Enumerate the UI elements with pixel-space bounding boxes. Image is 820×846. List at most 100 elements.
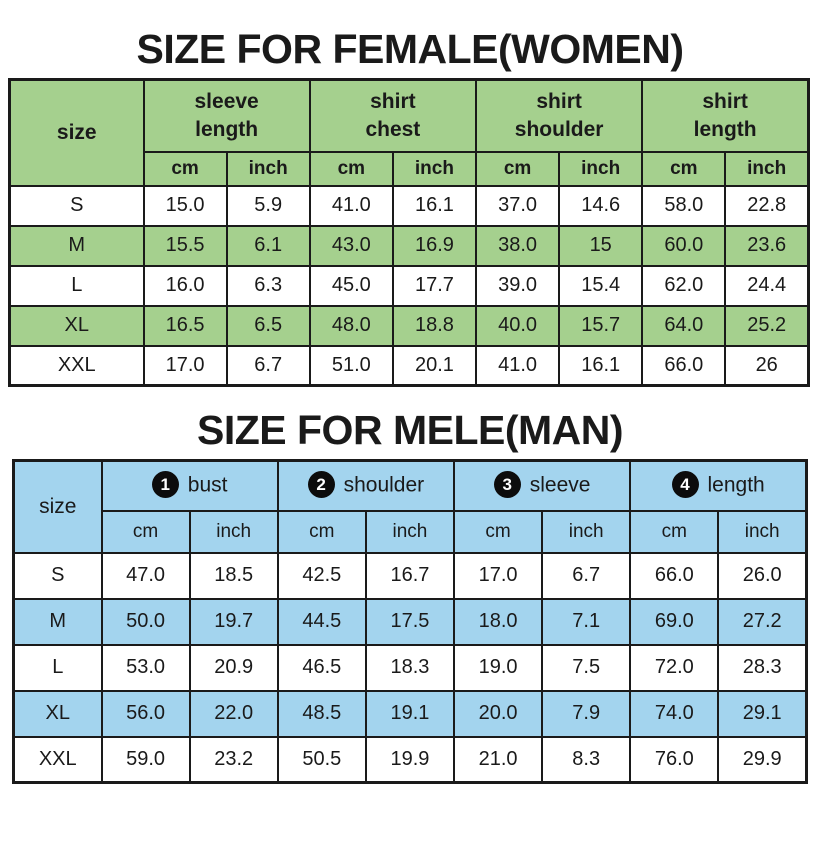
value-cell: 5.9 — [225, 184, 311, 227]
value-cell: 19.7 — [188, 597, 279, 646]
value-cell: 20.9 — [188, 643, 279, 692]
female-group-header-sleeve-length: sleeve length — [142, 78, 311, 153]
value-cell: 18.5 — [188, 551, 279, 600]
value-cell: 50.0 — [100, 597, 191, 646]
female-group-header-shirt-shoulder: shirt shoulder — [474, 78, 644, 153]
value-cell: 26.0 — [717, 551, 808, 600]
value-cell: 22.0 — [188, 689, 279, 738]
female-size-table: size sleeve length shirt chest shirt sho… — [8, 78, 810, 387]
value-cell: 74.0 — [629, 689, 720, 738]
group-label: bust — [187, 473, 228, 497]
group-label: sleeve — [529, 473, 591, 497]
value-cell: 28.3 — [717, 643, 808, 692]
value-cell: 58.0 — [641, 184, 727, 227]
female-group-header-shirt-length: shirt length — [641, 78, 810, 153]
value-cell: 15 — [558, 224, 644, 267]
value-cell: 20.1 — [391, 344, 478, 387]
female-header-row: size sleeve length shirt chest shirt sho… — [8, 78, 810, 187]
number-3-badge-icon: 3 — [493, 471, 521, 499]
table-row: L 16.0 6.3 45.0 17.7 39.0 15.4 62.0 24.4 — [8, 264, 810, 307]
value-cell: 37.0 — [474, 184, 561, 227]
value-cell: 16.1 — [391, 184, 478, 227]
value-cell: 46.5 — [276, 643, 367, 692]
value-cell: 6.1 — [225, 224, 311, 267]
male-group-header-bust: 1 bust — [100, 459, 279, 512]
size-cell: XL — [8, 304, 145, 347]
unit-header: inch — [558, 150, 644, 187]
value-cell: 21.0 — [452, 735, 544, 784]
value-cell: 20.0 — [452, 689, 544, 738]
male-table-title: SIZE FOR MELE(MAN) — [196, 407, 624, 453]
value-cell: 7.9 — [541, 689, 632, 738]
value-cell: 7.5 — [541, 643, 632, 692]
male-unit-row: cm inch cm inch cm inch cm inch — [14, 509, 808, 554]
size-cell: XXL — [12, 735, 103, 784]
unit-header: cm — [452, 509, 544, 554]
value-cell: 40.0 — [474, 304, 561, 347]
value-cell: 6.7 — [541, 551, 632, 600]
size-cell: XXL — [8, 344, 145, 387]
value-cell: 17.7 — [391, 264, 478, 307]
value-cell: 76.0 — [629, 735, 720, 784]
value-cell: 19.1 — [364, 689, 456, 738]
male-group-header-shoulder: 2 shoulder — [276, 459, 456, 512]
value-cell: 8.3 — [541, 735, 632, 784]
value-cell: 66.0 — [641, 344, 727, 387]
value-cell: 42.5 — [276, 551, 367, 600]
female-unit-row: cm inch cm inch cm inch cm inch — [10, 150, 810, 187]
male-size-column-header: size — [12, 459, 103, 554]
value-cell: 16.7 — [364, 551, 456, 600]
value-cell: 14.6 — [558, 184, 644, 227]
value-cell: 27.2 — [717, 597, 808, 646]
value-cell: 66.0 — [629, 551, 720, 600]
value-cell: 18.3 — [364, 643, 456, 692]
value-cell: 15.5 — [142, 224, 228, 267]
unit-header: cm — [142, 150, 228, 187]
size-cell: S — [8, 184, 145, 227]
table-row: XL 56.0 22.0 48.5 19.1 20.0 7.9 74.0 29.… — [12, 689, 808, 738]
unit-header: cm — [308, 150, 394, 187]
unit-header: inch — [225, 150, 311, 187]
value-cell: 19.9 — [364, 735, 456, 784]
value-cell: 17.5 — [364, 597, 456, 646]
value-cell: 29.1 — [717, 689, 808, 738]
size-cell: XL — [12, 689, 103, 738]
male-header-row: size 1 bust 2 shoulder 3 sleeve 4 length — [12, 459, 808, 554]
value-cell: 38.0 — [474, 224, 561, 267]
unit-header: inch — [724, 150, 810, 187]
size-cell: S — [12, 551, 103, 600]
value-cell: 41.0 — [308, 184, 394, 227]
value-cell: 16.0 — [142, 264, 228, 307]
value-cell: 16.9 — [391, 224, 478, 267]
value-cell: 56.0 — [100, 689, 191, 738]
size-cell: M — [12, 597, 103, 646]
value-cell: 23.6 — [724, 224, 810, 267]
number-4-badge-icon: 4 — [671, 471, 699, 499]
table-row: M 15.5 6.1 43.0 16.9 38.0 15 60.0 23.6 — [8, 224, 810, 267]
value-cell: 47.0 — [100, 551, 191, 600]
value-cell: 59.0 — [100, 735, 191, 784]
male-group-header-sleeve: 3 sleeve — [452, 459, 632, 512]
male-group-header-length: 4 length — [629, 459, 808, 512]
table-row: L 53.0 20.9 46.5 18.3 19.0 7.5 72.0 28.3 — [12, 643, 808, 692]
size-cell: L — [12, 643, 103, 692]
unit-header: inch — [391, 150, 478, 187]
unit-header: cm — [474, 150, 561, 187]
value-cell: 43.0 — [308, 224, 394, 267]
value-cell: 6.7 — [225, 344, 311, 387]
female-group-header-shirt-chest: shirt chest — [308, 78, 478, 153]
value-cell: 6.3 — [225, 264, 311, 307]
value-cell: 6.5 — [225, 304, 311, 347]
value-cell: 15.4 — [558, 264, 644, 307]
group-label: shoulder — [343, 473, 425, 497]
table-row: XXL 17.0 6.7 51.0 20.1 41.0 16.1 66.0 26 — [8, 344, 810, 387]
value-cell: 15.7 — [558, 304, 644, 347]
value-cell: 7.1 — [541, 597, 632, 646]
value-cell: 16.5 — [142, 304, 228, 347]
unit-header: cm — [100, 509, 191, 554]
female-size-column-header: size — [8, 78, 145, 187]
table-row: XXL 59.0 23.2 50.5 19.9 21.0 8.3 76.0 29… — [12, 735, 808, 784]
unit-header: cm — [629, 509, 720, 554]
table-row: M 50.0 19.7 44.5 17.5 18.0 7.1 69.0 27.2 — [12, 597, 808, 646]
value-cell: 29.9 — [717, 735, 808, 784]
